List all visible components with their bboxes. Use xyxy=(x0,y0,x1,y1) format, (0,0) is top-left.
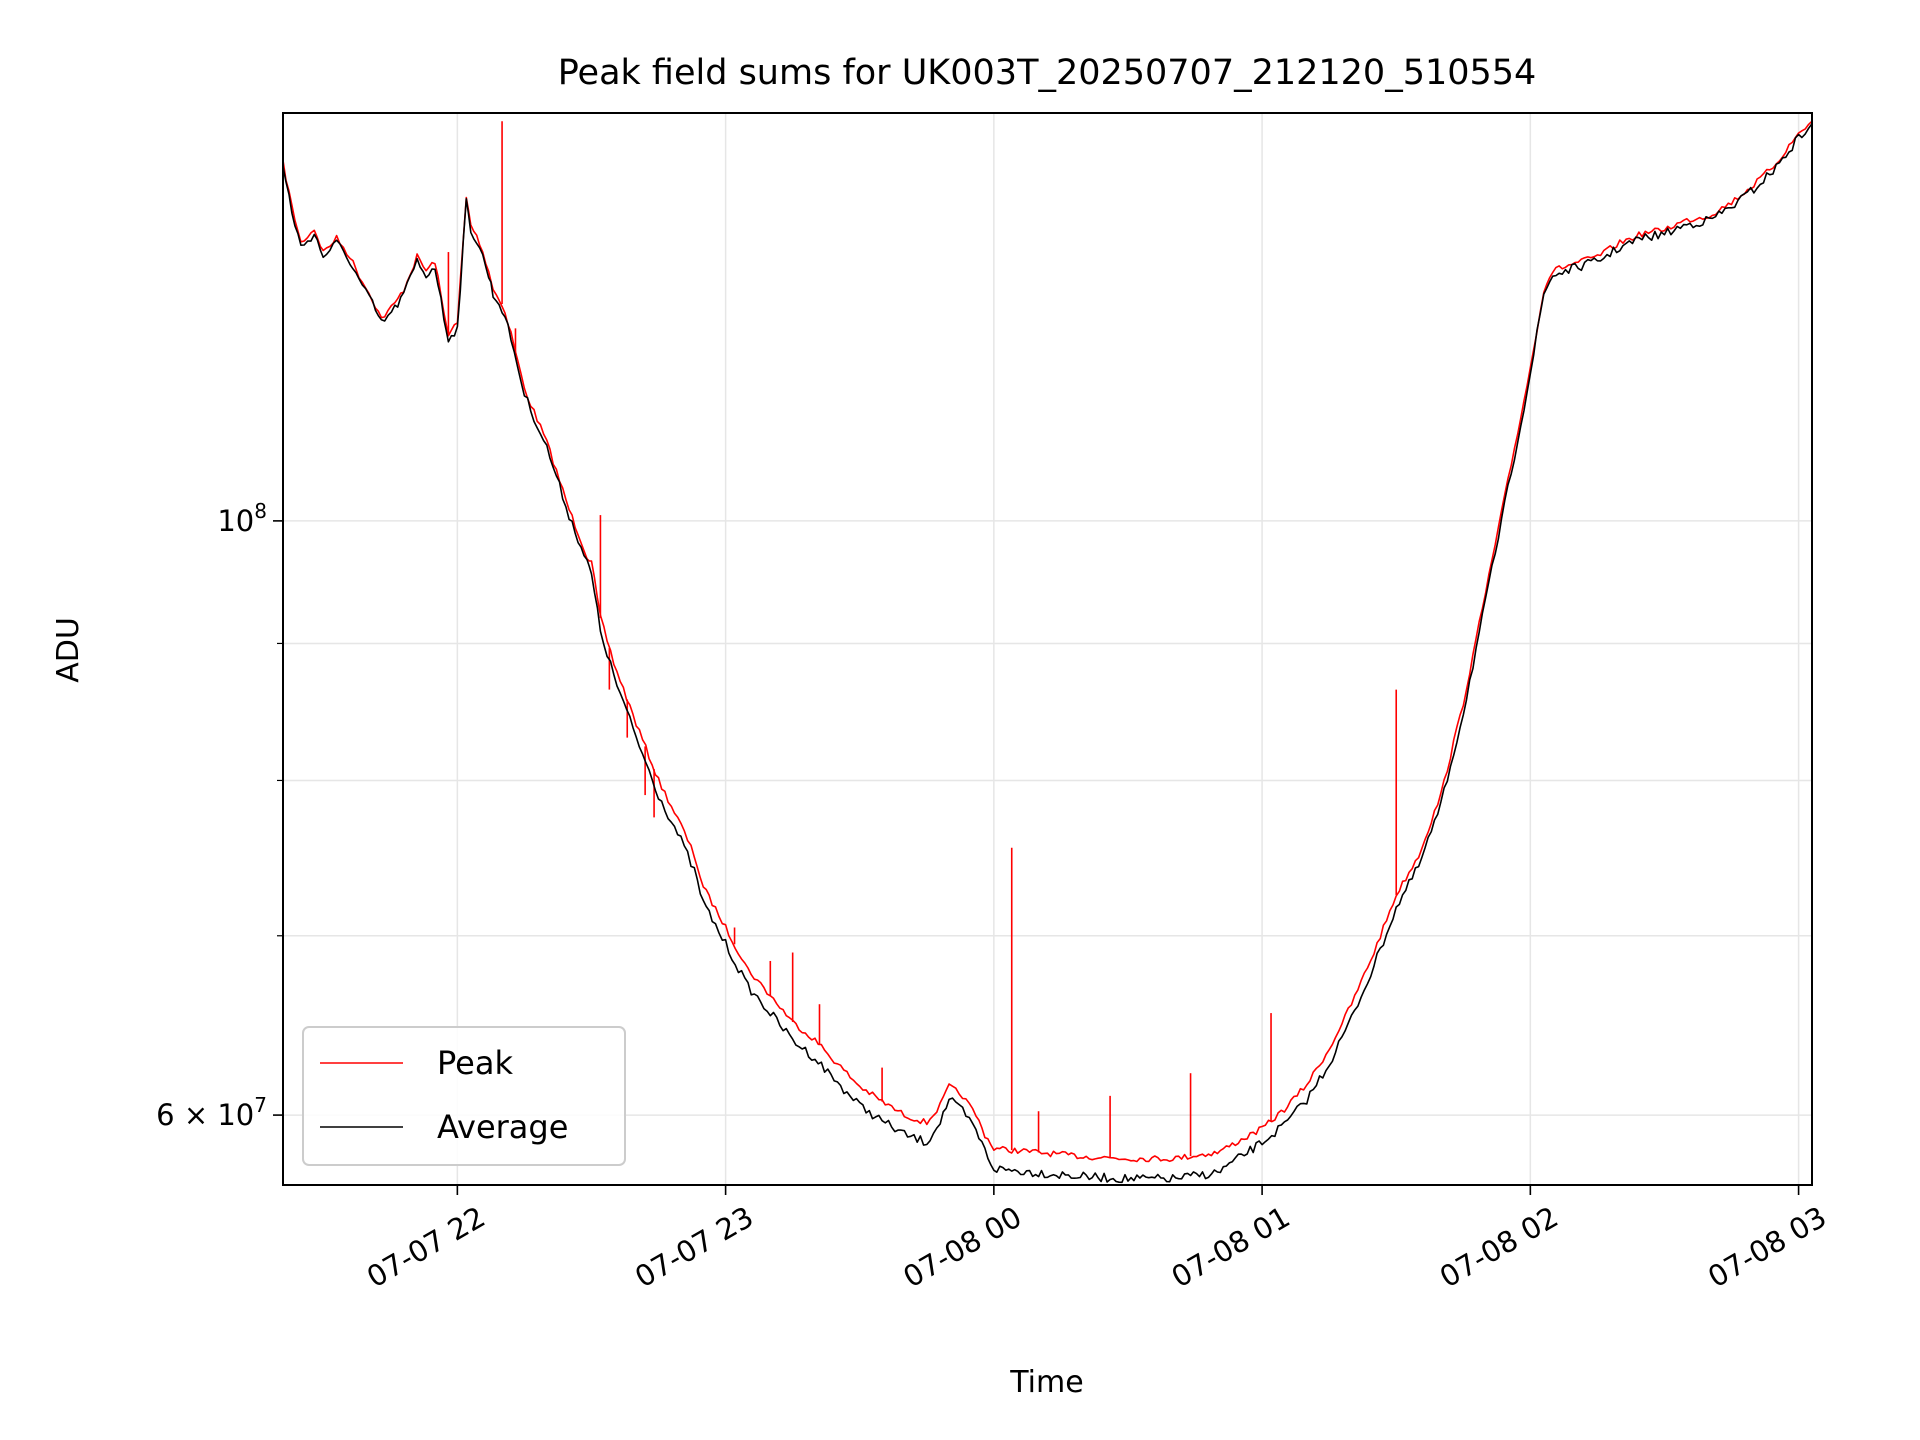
legend-label-average: Average xyxy=(437,1108,568,1146)
series-line-average xyxy=(283,123,1812,1184)
axes-frame xyxy=(282,112,1813,1186)
x-axis-label: Time xyxy=(1009,1365,1083,1400)
legend-label-peak: Peak xyxy=(437,1044,513,1082)
chart-title: Peak field sums for UK003T_20250707_2121… xyxy=(558,53,1537,93)
legend: Peak Average xyxy=(302,1026,626,1166)
y-axis-label: ADU xyxy=(51,617,86,683)
series-line-peak xyxy=(283,120,1812,1163)
y-tick-label: 6 × 107 xyxy=(156,1093,267,1132)
plot-area xyxy=(283,120,1812,1184)
legend-box xyxy=(302,1026,626,1166)
